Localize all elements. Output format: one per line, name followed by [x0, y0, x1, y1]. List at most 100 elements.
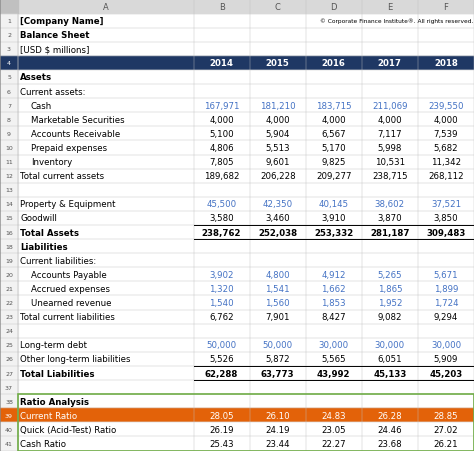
- Text: 6,051: 6,051: [378, 354, 402, 364]
- Bar: [0, 324, 18, 338]
- Text: 40: 40: [5, 427, 13, 432]
- Bar: [0, 0, 474, 14]
- Text: Total Liabilities: Total Liabilities: [20, 368, 95, 377]
- Text: 3,910: 3,910: [321, 214, 346, 223]
- Text: 30,000: 30,000: [319, 341, 349, 350]
- Text: 252,038: 252,038: [258, 228, 297, 237]
- Text: Inventory: Inventory: [31, 158, 72, 167]
- Bar: [0, 282, 474, 296]
- Bar: [0, 183, 18, 198]
- Text: 6: 6: [7, 89, 11, 94]
- Text: B: B: [219, 3, 225, 12]
- Text: 2: 2: [7, 33, 11, 38]
- Text: 42,350: 42,350: [263, 200, 293, 209]
- Text: 209,277: 209,277: [316, 172, 352, 181]
- Text: 5,909: 5,909: [434, 354, 458, 364]
- Bar: [0, 437, 474, 451]
- Text: 4,000: 4,000: [321, 115, 346, 124]
- Text: Long-term debt: Long-term debt: [20, 341, 87, 350]
- Bar: [0, 253, 18, 268]
- Text: 13: 13: [5, 188, 13, 193]
- Text: Total Assets: Total Assets: [20, 228, 79, 237]
- Text: Ratio Analysis: Ratio Analysis: [20, 397, 90, 406]
- Bar: [0, 127, 18, 141]
- Text: 20: 20: [5, 272, 13, 277]
- Bar: [0, 352, 18, 366]
- Text: Other long-term liabilities: Other long-term liabilities: [20, 354, 131, 364]
- Text: 43,992: 43,992: [317, 368, 351, 377]
- Text: 25: 25: [5, 343, 13, 348]
- Text: 1,865: 1,865: [378, 284, 402, 293]
- Text: 253,332: 253,332: [314, 228, 354, 237]
- Text: 27: 27: [5, 371, 13, 376]
- Text: 309,483: 309,483: [426, 228, 465, 237]
- Text: 38: 38: [5, 399, 13, 404]
- Bar: [0, 99, 474, 113]
- Bar: [0, 0, 18, 14]
- Text: © Corporate Finance Institute®. All rights reserved.: © Corporate Finance Institute®. All righ…: [319, 19, 473, 24]
- Text: 22.27: 22.27: [321, 439, 346, 448]
- Text: Balance Sheet: Balance Sheet: [20, 31, 90, 40]
- Text: 8: 8: [7, 118, 11, 123]
- Text: 24: 24: [5, 328, 13, 333]
- Text: 9,294: 9,294: [434, 313, 458, 322]
- Text: 3,850: 3,850: [434, 214, 458, 223]
- Text: 21: 21: [5, 286, 13, 291]
- Text: Accounts Payable: Accounts Payable: [31, 270, 107, 279]
- Text: 50,000: 50,000: [207, 341, 237, 350]
- Bar: [0, 212, 474, 226]
- Text: 26.28: 26.28: [378, 411, 402, 420]
- Text: 5,265: 5,265: [378, 270, 402, 279]
- Text: C: C: [275, 3, 281, 12]
- Text: Accounts Receivable: Accounts Receivable: [31, 129, 120, 138]
- Text: 238,715: 238,715: [372, 172, 408, 181]
- Text: 281,187: 281,187: [370, 228, 410, 237]
- Text: 4,912: 4,912: [321, 270, 346, 279]
- Text: 12: 12: [5, 174, 13, 179]
- Text: 7,901: 7,901: [265, 313, 290, 322]
- Text: 50,000: 50,000: [263, 341, 293, 350]
- Text: 23.05: 23.05: [321, 425, 346, 434]
- Text: 183,715: 183,715: [316, 101, 352, 110]
- Text: 206,228: 206,228: [260, 172, 295, 181]
- Text: 8,427: 8,427: [321, 313, 346, 322]
- Bar: [0, 113, 474, 127]
- Text: 7: 7: [7, 103, 11, 108]
- Text: 1: 1: [7, 19, 11, 24]
- Text: 5,671: 5,671: [434, 270, 458, 279]
- Text: 25.43: 25.43: [210, 439, 234, 448]
- Bar: [0, 169, 18, 183]
- Text: 22: 22: [5, 300, 13, 305]
- Text: 4,806: 4,806: [210, 144, 234, 152]
- Text: 6,567: 6,567: [321, 129, 346, 138]
- Bar: [0, 198, 18, 212]
- Text: 14: 14: [5, 202, 13, 207]
- Bar: [0, 408, 18, 423]
- Text: 18: 18: [5, 244, 13, 249]
- Bar: [0, 127, 474, 141]
- Text: 19: 19: [5, 258, 13, 263]
- Bar: [0, 437, 18, 451]
- Text: 5,904: 5,904: [265, 129, 290, 138]
- Bar: [0, 253, 474, 268]
- Text: 11,342: 11,342: [431, 158, 461, 167]
- Text: 40,145: 40,145: [319, 200, 349, 209]
- Text: 9,601: 9,601: [265, 158, 290, 167]
- Bar: [0, 43, 18, 57]
- Bar: [0, 310, 474, 324]
- Text: 28.05: 28.05: [210, 411, 234, 420]
- Text: 2016: 2016: [322, 59, 346, 68]
- Text: 45,500: 45,500: [207, 200, 237, 209]
- Text: 37,521: 37,521: [431, 200, 461, 209]
- Text: Cash Ratio: Cash Ratio: [20, 439, 66, 448]
- Text: Prepaid expenses: Prepaid expenses: [31, 144, 107, 152]
- Text: 10,531: 10,531: [375, 158, 405, 167]
- Text: 24.19: 24.19: [265, 425, 290, 434]
- Text: 5: 5: [7, 75, 11, 80]
- Text: 3,580: 3,580: [210, 214, 234, 223]
- Text: 5,565: 5,565: [321, 354, 346, 364]
- Bar: [0, 43, 474, 57]
- Text: 9: 9: [7, 132, 11, 137]
- Bar: [0, 380, 474, 394]
- Text: 238,762: 238,762: [202, 228, 241, 237]
